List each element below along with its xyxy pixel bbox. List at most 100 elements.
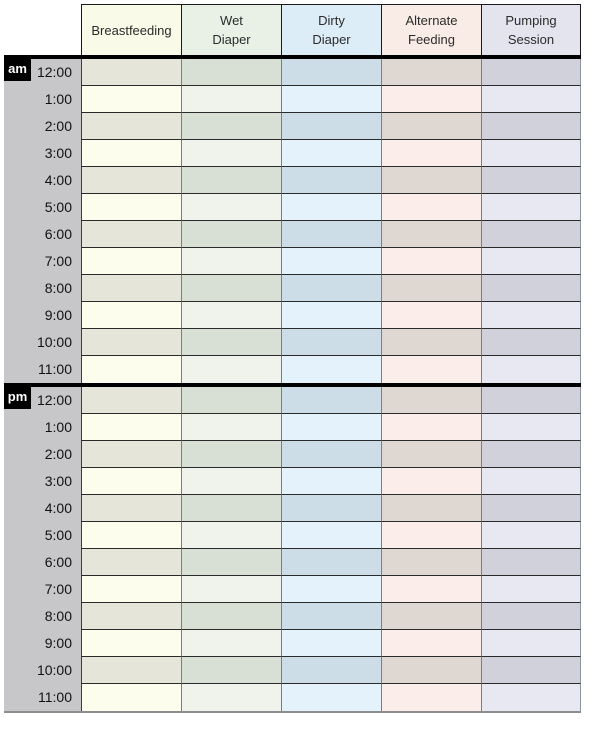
log-cell[interactable] xyxy=(281,113,381,140)
log-cell[interactable] xyxy=(481,356,581,383)
log-cell[interactable] xyxy=(181,113,281,140)
log-cell[interactable] xyxy=(181,356,281,383)
log-cell[interactable] xyxy=(481,221,581,248)
log-cell[interactable] xyxy=(381,113,481,140)
log-cell[interactable] xyxy=(381,356,481,383)
log-cell[interactable] xyxy=(181,221,281,248)
log-cell[interactable] xyxy=(81,495,181,522)
log-cell[interactable] xyxy=(181,414,281,441)
log-cell[interactable] xyxy=(481,684,581,711)
log-cell[interactable] xyxy=(181,59,281,86)
log-cell[interactable] xyxy=(81,576,181,603)
log-cell[interactable] xyxy=(81,603,181,630)
log-cell[interactable] xyxy=(481,549,581,576)
log-cell[interactable] xyxy=(381,657,481,684)
log-cell[interactable] xyxy=(281,140,381,167)
log-cell[interactable] xyxy=(281,657,381,684)
log-cell[interactable] xyxy=(181,329,281,356)
log-cell[interactable] xyxy=(381,414,481,441)
log-cell[interactable] xyxy=(181,684,281,711)
log-cell[interactable] xyxy=(281,329,381,356)
log-cell[interactable] xyxy=(181,248,281,275)
log-cell[interactable] xyxy=(281,248,381,275)
log-cell[interactable] xyxy=(181,140,281,167)
log-cell[interactable] xyxy=(481,194,581,221)
log-cell[interactable] xyxy=(81,522,181,549)
log-cell[interactable] xyxy=(481,522,581,549)
log-cell[interactable] xyxy=(181,86,281,113)
log-cell[interactable] xyxy=(381,329,481,356)
log-cell[interactable] xyxy=(481,441,581,468)
log-cell[interactable] xyxy=(381,194,481,221)
log-cell[interactable] xyxy=(281,86,381,113)
log-cell[interactable] xyxy=(281,414,381,441)
log-cell[interactable] xyxy=(281,167,381,194)
log-cell[interactable] xyxy=(481,59,581,86)
log-cell[interactable] xyxy=(381,576,481,603)
log-cell[interactable] xyxy=(481,140,581,167)
log-cell[interactable] xyxy=(381,140,481,167)
log-cell[interactable] xyxy=(81,441,181,468)
log-cell[interactable] xyxy=(81,329,181,356)
log-cell[interactable] xyxy=(481,248,581,275)
log-cell[interactable] xyxy=(181,657,281,684)
log-cell[interactable] xyxy=(281,576,381,603)
log-cell[interactable] xyxy=(381,468,481,495)
log-cell[interactable] xyxy=(481,630,581,657)
log-cell[interactable] xyxy=(81,113,181,140)
log-cell[interactable] xyxy=(381,59,481,86)
log-cell[interactable] xyxy=(481,657,581,684)
log-cell[interactable] xyxy=(381,167,481,194)
log-cell[interactable] xyxy=(81,194,181,221)
log-cell[interactable] xyxy=(481,603,581,630)
log-cell[interactable] xyxy=(81,275,181,302)
log-cell[interactable] xyxy=(181,194,281,221)
log-cell[interactable] xyxy=(381,603,481,630)
log-cell[interactable] xyxy=(381,387,481,414)
log-cell[interactable] xyxy=(481,387,581,414)
log-cell[interactable] xyxy=(481,495,581,522)
log-cell[interactable] xyxy=(181,576,281,603)
log-cell[interactable] xyxy=(181,441,281,468)
log-cell[interactable] xyxy=(281,356,381,383)
log-cell[interactable] xyxy=(481,113,581,140)
log-cell[interactable] xyxy=(181,387,281,414)
log-cell[interactable] xyxy=(81,414,181,441)
log-cell[interactable] xyxy=(381,630,481,657)
log-cell[interactable] xyxy=(281,59,381,86)
log-cell[interactable] xyxy=(281,468,381,495)
log-cell[interactable] xyxy=(481,86,581,113)
log-cell[interactable] xyxy=(281,302,381,329)
log-cell[interactable] xyxy=(181,275,281,302)
log-cell[interactable] xyxy=(381,549,481,576)
log-cell[interactable] xyxy=(81,59,181,86)
log-cell[interactable] xyxy=(381,248,481,275)
log-cell[interactable] xyxy=(81,356,181,383)
log-cell[interactable] xyxy=(281,441,381,468)
log-cell[interactable] xyxy=(181,468,281,495)
log-cell[interactable] xyxy=(281,275,381,302)
log-cell[interactable] xyxy=(181,630,281,657)
log-cell[interactable] xyxy=(481,414,581,441)
log-cell[interactable] xyxy=(81,140,181,167)
log-cell[interactable] xyxy=(281,603,381,630)
log-cell[interactable] xyxy=(181,549,281,576)
log-cell[interactable] xyxy=(281,549,381,576)
log-cell[interactable] xyxy=(281,495,381,522)
log-cell[interactable] xyxy=(381,441,481,468)
log-cell[interactable] xyxy=(81,248,181,275)
log-cell[interactable] xyxy=(381,495,481,522)
log-cell[interactable] xyxy=(481,302,581,329)
log-cell[interactable] xyxy=(81,167,181,194)
log-cell[interactable] xyxy=(281,522,381,549)
log-cell[interactable] xyxy=(81,549,181,576)
log-cell[interactable] xyxy=(81,387,181,414)
log-cell[interactable] xyxy=(481,275,581,302)
log-cell[interactable] xyxy=(381,684,481,711)
log-cell[interactable] xyxy=(481,329,581,356)
log-cell[interactable] xyxy=(281,387,381,414)
log-cell[interactable] xyxy=(181,167,281,194)
log-cell[interactable] xyxy=(481,167,581,194)
log-cell[interactable] xyxy=(81,657,181,684)
log-cell[interactable] xyxy=(381,522,481,549)
